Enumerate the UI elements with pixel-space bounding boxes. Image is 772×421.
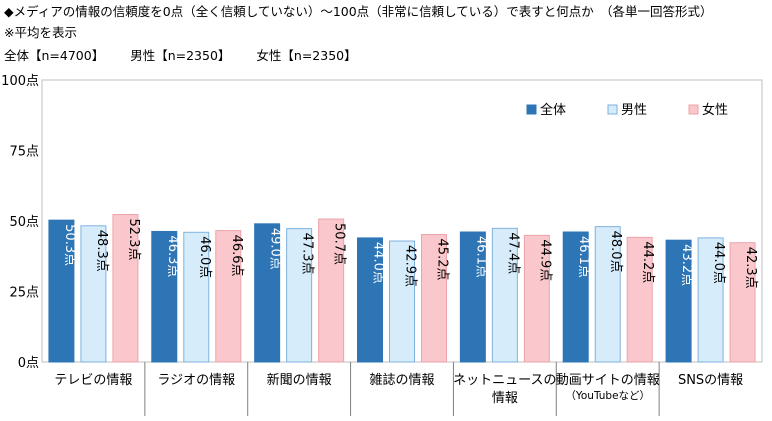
category-label: ネットニュースの xyxy=(453,373,556,388)
sample-sizes: 全体【n=4700】 男性【n=2350】 女性【n=2350】 xyxy=(4,48,379,64)
sample-size-female: 女性【n=2350】 xyxy=(256,48,357,63)
legend-label: 男性 xyxy=(621,103,647,118)
chart-title: ◆メディアの情報の信頼度を0点（全く信頼していない）～100点（非常に信頼してい… xyxy=(4,4,713,19)
data-label: 44.9点 xyxy=(537,239,552,281)
data-label: 42.9点 xyxy=(403,245,418,287)
bar xyxy=(389,240,415,363)
data-label: 52.3点 xyxy=(126,219,141,261)
legend-label: 女性 xyxy=(702,102,728,118)
data-label: 48.3点 xyxy=(94,230,109,272)
category-label: 雑誌の情報 xyxy=(369,372,434,388)
data-label: 46.1点 xyxy=(473,236,488,278)
category-label: SNSの情報 xyxy=(678,373,743,388)
bar xyxy=(665,239,692,363)
sample-size-male: 男性【n=2350】 xyxy=(130,48,231,63)
bar xyxy=(215,230,242,363)
sample-size-total: 全体【n=4700】 xyxy=(4,48,105,63)
average-note: ※平均を表示 xyxy=(4,25,77,40)
bar xyxy=(183,231,210,363)
data-label: 50.3点 xyxy=(62,224,77,266)
y-tick-label: 75点 xyxy=(9,145,39,160)
bar xyxy=(729,242,756,363)
legend-swatch xyxy=(607,104,618,115)
bar xyxy=(491,227,518,363)
bar xyxy=(286,228,313,363)
bar xyxy=(357,237,383,363)
data-label: 46.1点 xyxy=(576,236,591,278)
data-label: 48.0点 xyxy=(608,231,623,273)
data-label: 44.2点 xyxy=(640,241,655,283)
bar xyxy=(80,225,107,363)
category-label: 新聞の情報 xyxy=(267,372,332,388)
bar xyxy=(626,236,653,363)
data-label: 46.3点 xyxy=(165,235,180,277)
y-tick-label: 50点 xyxy=(9,215,39,230)
y-tick-label: 100点 xyxy=(1,74,39,89)
data-label: 49.0点 xyxy=(268,228,283,270)
data-label: 46.0点 xyxy=(197,236,212,278)
legend-swatch xyxy=(526,104,537,115)
data-label: 44.0点 xyxy=(371,242,386,284)
bar xyxy=(697,237,724,363)
category-label: 動画サイトの情報 xyxy=(556,373,660,388)
bar xyxy=(48,219,75,363)
data-label: 46.6点 xyxy=(229,235,244,277)
bar xyxy=(112,214,139,363)
data-label: 43.2点 xyxy=(679,244,694,286)
bar xyxy=(523,234,550,363)
category-sublabel: （YouTubeなど） xyxy=(565,390,650,402)
category-label: テレビの情報 xyxy=(54,373,132,388)
bar xyxy=(459,231,486,363)
data-label: 47.3点 xyxy=(300,233,315,275)
bar xyxy=(151,230,178,363)
legend-swatch xyxy=(688,104,699,115)
bar xyxy=(594,226,621,363)
category-label: ラジオの情報 xyxy=(157,373,235,388)
data-label: 44.0点 xyxy=(711,242,726,284)
bar xyxy=(562,231,589,363)
bar xyxy=(318,218,345,363)
data-label: 42.3点 xyxy=(743,247,758,289)
data-label: 45.2点 xyxy=(435,239,450,281)
y-tick-label: 25点 xyxy=(9,286,39,301)
data-label: 47.4点 xyxy=(505,232,520,274)
data-label: 50.7点 xyxy=(332,223,347,265)
category-label-line2: 情報 xyxy=(492,391,518,406)
bar xyxy=(254,223,281,363)
legend-label: 全体 xyxy=(540,102,566,118)
y-tick-label: 0点 xyxy=(18,356,39,371)
bar xyxy=(421,234,447,363)
